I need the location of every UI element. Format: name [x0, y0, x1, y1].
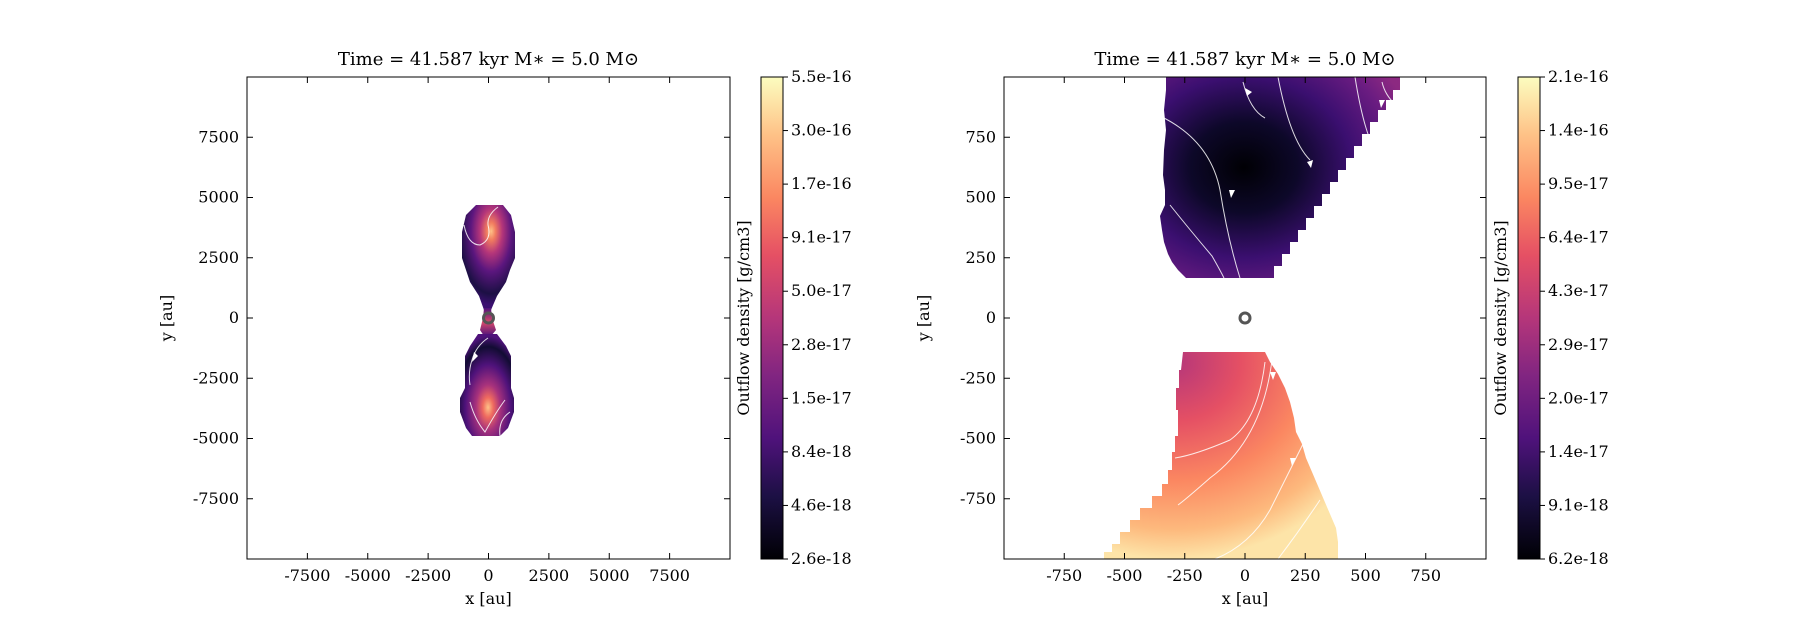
left-heatmap: [460, 205, 515, 437]
streamline-arrow: [1379, 100, 1385, 108]
star-marker: [1238, 311, 1252, 325]
streamline: [1242, 81, 1266, 119]
star-marker: [482, 311, 495, 325]
x-tick-label: -750: [1046, 566, 1082, 585]
x-tick-label: 750: [1410, 566, 1441, 585]
colorbar-tick-label: 9.5e-17: [1548, 174, 1609, 193]
colorbar-tick-label: 5.5e-16: [791, 67, 852, 86]
colorbar-tick-label: 4.3e-17: [1548, 281, 1609, 300]
streamline: [468, 337, 489, 386]
y-tick-label: -5000: [193, 429, 239, 448]
colorbar-label: Outflow density [g/cm3]: [734, 220, 753, 415]
y-tick-label: 0: [229, 308, 239, 327]
colorbar-tick-label: 5.0e-17: [791, 281, 852, 300]
streamline: [1354, 76, 1381, 159]
streamline-arrow: [1270, 372, 1276, 380]
x-tick-label: 0: [1240, 566, 1250, 585]
colorbar-tick-label: 2.8e-17: [791, 335, 852, 354]
x-tick-label: -5000: [345, 566, 391, 585]
y-tick-label: 5000: [198, 188, 239, 207]
y-tick-label: -2500: [193, 368, 239, 387]
colorbar-tick-label: 3.0e-16: [791, 121, 852, 140]
y-tick-label: -750: [960, 489, 996, 508]
x-tick-label: -250: [1167, 566, 1203, 585]
left-panel: -7500 -5000 -2500 0 2500 5000 7500 -7500 -5000 -2…: [157, 49, 852, 608]
x-tick-label: -500: [1107, 566, 1143, 585]
streamline: [1381, 81, 1396, 105]
y-axis-label: y [au]: [157, 295, 176, 342]
x-tick-label: 5000: [589, 566, 630, 585]
x-tick-label: 0: [483, 566, 493, 585]
y-tick-label: 500: [965, 188, 996, 207]
y-tick-label: -7500: [193, 489, 239, 508]
streamline: [1177, 359, 1273, 506]
x-tick-label: -2500: [405, 566, 451, 585]
streamline-arrow: [1290, 458, 1296, 466]
colorbar-tick-label: 1.7e-16: [791, 174, 852, 193]
streamline: [1169, 204, 1225, 279]
x-axis-label: x [au]: [465, 589, 511, 608]
x-tick-label: -7500: [284, 566, 330, 585]
colorbar-tick-label: 1.4e-16: [1548, 121, 1609, 140]
y-tick-label: -500: [960, 429, 996, 448]
streamline: [469, 399, 506, 433]
colorbar-tick-label: 2.9e-17: [1548, 335, 1609, 354]
right-heatmap: [1104, 76, 1400, 560]
y-axis-label: y [au]: [914, 295, 933, 342]
colorbar-tick-label: 2.0e-17: [1548, 388, 1609, 407]
left-lower-lobe: [460, 334, 514, 436]
streamline: [1159, 115, 1241, 279]
colorbar-tick-label: 6.2e-18: [1548, 549, 1609, 568]
colorbar-tick-label: 9.1e-17: [791, 228, 852, 247]
colorbar-tick-label: 6.4e-17: [1548, 228, 1609, 247]
streamline-arrow: [1245, 88, 1252, 96]
x-tick-label: 250: [1290, 566, 1321, 585]
colorbar: [760, 76, 784, 560]
streamline: [1174, 361, 1266, 459]
x-axis-label: x [au]: [1222, 589, 1268, 608]
streamline: [1277, 76, 1311, 161]
colorbar-tick-label: 2.6e-18: [791, 549, 852, 568]
right-upper-cone: [1160, 77, 1400, 278]
x-tick-label: 7500: [649, 566, 690, 585]
streamline-arrow: [1229, 190, 1235, 198]
colorbar: [1517, 76, 1541, 560]
chart-title: Time = 41.587 kyr M∗ = 5.0 M⊙: [1094, 49, 1395, 70]
x-tick-label: 500: [1350, 566, 1381, 585]
streamline: [1277, 499, 1321, 560]
colorbar-tick-label: 8.4e-18: [791, 442, 852, 461]
colorbar-tick-label: 4.6e-18: [791, 495, 852, 514]
left-upper-lobe: [462, 205, 515, 310]
colorbar-tick-label: 2.1e-16: [1548, 67, 1609, 86]
right-streamlines: [1159, 76, 1396, 560]
right-lower-cone: [1104, 352, 1338, 559]
y-tick-label: 750: [965, 127, 996, 146]
colorbar-tick-label: 1.4e-17: [1548, 442, 1609, 461]
colorbar-tick-label: 9.1e-18: [1548, 495, 1609, 514]
y-tick-label: 7500: [198, 127, 239, 146]
streamline: [499, 411, 511, 437]
colorbar-tick-label: 1.5e-17: [791, 388, 852, 407]
y-tick-label: 2500: [198, 248, 239, 267]
streamline: [463, 206, 499, 246]
streamline-arrow: [472, 352, 478, 362]
x-tick-label: 2500: [529, 566, 570, 585]
y-tick-label: -250: [960, 368, 996, 387]
y-tick-label: 0: [986, 308, 996, 327]
y-tick-label: 250: [965, 248, 996, 267]
right-streamline-arrows: [1229, 88, 1385, 466]
left-streamlines: [463, 206, 511, 437]
colorbar-label: Outflow density [g/cm3]: [1491, 220, 1510, 415]
chart-title: Time = 41.587 kyr M∗ = 5.0 M⊙: [338, 49, 639, 70]
right-panel: -750 -500 -250 0 250 500 750 -750 -500 -250 0 250 50…: [914, 49, 1609, 608]
streamline-arrow: [1307, 160, 1313, 168]
